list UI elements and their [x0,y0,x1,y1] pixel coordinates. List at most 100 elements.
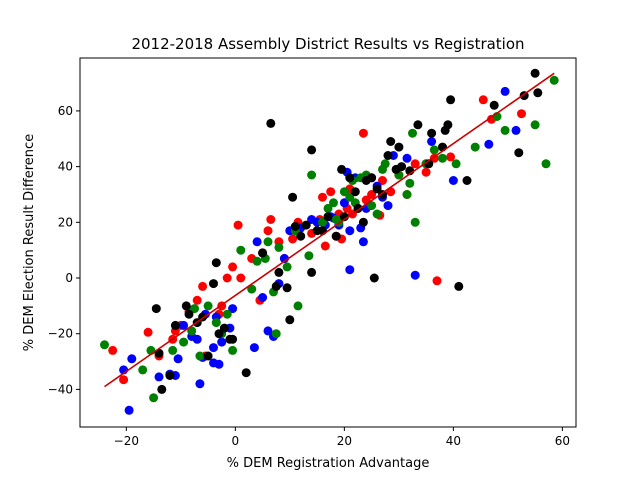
data-point [173,354,183,364]
data-point [157,384,167,394]
data-point [549,75,559,85]
data-point [339,198,349,208]
data-point [427,128,437,138]
data-point [184,309,194,319]
data-point [228,304,238,314]
data-point [448,176,458,185]
data-point [405,178,415,188]
data-point [541,159,551,169]
data-point [217,337,227,347]
data-point [252,237,262,247]
data-point [249,343,259,353]
data-point [187,326,197,336]
data-point [211,258,221,268]
data-point [500,86,510,96]
data-point [285,315,295,325]
data-point [170,320,180,330]
data-point [358,128,368,138]
data-point [410,217,420,227]
x-tick-label: −20 [114,434,139,448]
data-point [228,262,238,272]
data-point [410,270,420,280]
data-point [263,237,273,247]
data-point [397,162,407,172]
data-point [318,217,327,227]
data-point [195,379,205,389]
trend-line [104,72,555,388]
y-tick-label: 0 [65,271,73,285]
data-point [402,190,412,199]
data-point [511,125,521,135]
data-point [345,226,355,236]
data-point [214,329,224,339]
data-point [500,125,510,135]
data-point [271,329,281,339]
data-point [209,343,218,353]
data-point [337,164,347,174]
data-point [320,241,330,251]
data-point [339,212,349,222]
data-point [323,212,333,222]
data-point [279,254,289,263]
data-point [274,267,284,277]
data-point [181,301,191,311]
data-point [219,323,229,333]
data-point [119,375,129,385]
data-point [236,245,246,255]
data-points [100,68,559,415]
data-point [271,281,281,291]
data-point [530,68,540,78]
x-axis-ticks: −20 0 20 40 60 [114,427,570,448]
data-point [236,273,246,283]
data-point [331,231,341,241]
data-point [214,359,224,369]
data-point [451,159,461,169]
data-point [307,170,317,180]
data-point [369,273,379,283]
data-point [127,354,137,364]
x-tick-label: 40 [446,434,461,448]
data-point [138,365,148,375]
data-point [241,368,251,378]
data-point [432,276,442,286]
data-point [339,187,349,197]
data-point [350,187,360,197]
data-point [427,137,437,146]
data-point [282,283,292,293]
x-tick-label: 60 [555,434,570,448]
data-point [408,128,417,138]
data-point [263,226,273,236]
data-point [307,145,317,155]
data-point [367,201,377,211]
data-point [228,334,238,344]
data-point [211,318,221,328]
x-axis-label: % DEM Registration Advantage [227,456,430,471]
data-point [307,267,317,277]
data-point [446,152,456,162]
data-point [443,120,453,130]
data-point [282,262,292,272]
data-point [203,301,213,311]
data-point [151,304,161,314]
y-tick-label: 40 [58,160,73,174]
data-point [233,220,243,230]
data-point [149,393,159,403]
data-point [192,334,202,344]
data-point [274,242,284,252]
data-point [530,120,540,130]
data-point [168,345,178,355]
data-point [358,217,368,227]
data-point [304,251,314,261]
data-point [301,220,311,230]
data-point [154,372,164,382]
data-point [258,248,268,258]
y-tick-label: 60 [58,104,73,118]
x-tick-label: 0 [232,434,240,448]
data-point [372,209,382,219]
data-point [258,293,268,302]
data-point [386,137,396,146]
data-point [143,327,153,337]
data-point [345,173,355,183]
data-point [462,176,472,185]
data-point [100,340,109,350]
